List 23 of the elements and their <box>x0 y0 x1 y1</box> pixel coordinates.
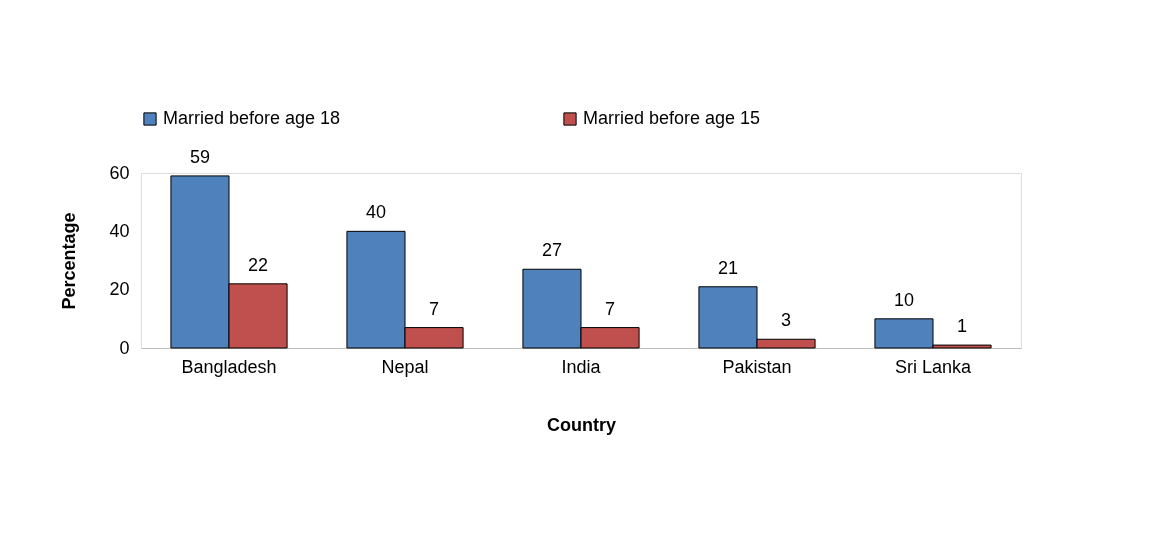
data-label: 1 <box>957 316 968 337</box>
x-tick-label: Sri Lanka <box>894 356 973 377</box>
data-label: 40 <box>365 202 386 223</box>
x-axis-title: Country <box>547 414 616 435</box>
data-label: 59 <box>189 146 210 167</box>
y-tick-label: 0 <box>119 337 130 358</box>
data-label: 22 <box>248 254 269 275</box>
legend-label: Married before age 18 <box>163 108 341 128</box>
legend-label: Married before age 15 <box>583 108 761 128</box>
y-axis-title: Percentage <box>59 212 80 310</box>
x-tick-label: Bangladesh <box>181 356 277 377</box>
data-label: 27 <box>541 240 562 261</box>
x-tick-label: India <box>561 356 602 377</box>
y-tick-label: 40 <box>109 220 130 241</box>
data-label: 7 <box>605 298 616 319</box>
y-tick-label: 20 <box>109 279 130 300</box>
x-tick-label: Pakistan <box>722 356 792 377</box>
data-label: 21 <box>717 257 738 278</box>
y-tick-label: 60 <box>109 162 130 183</box>
data-label: 7 <box>429 298 440 319</box>
data-label: 3 <box>781 310 792 331</box>
x-tick-label: Nepal <box>381 356 429 377</box>
data-label: 10 <box>893 289 914 310</box>
